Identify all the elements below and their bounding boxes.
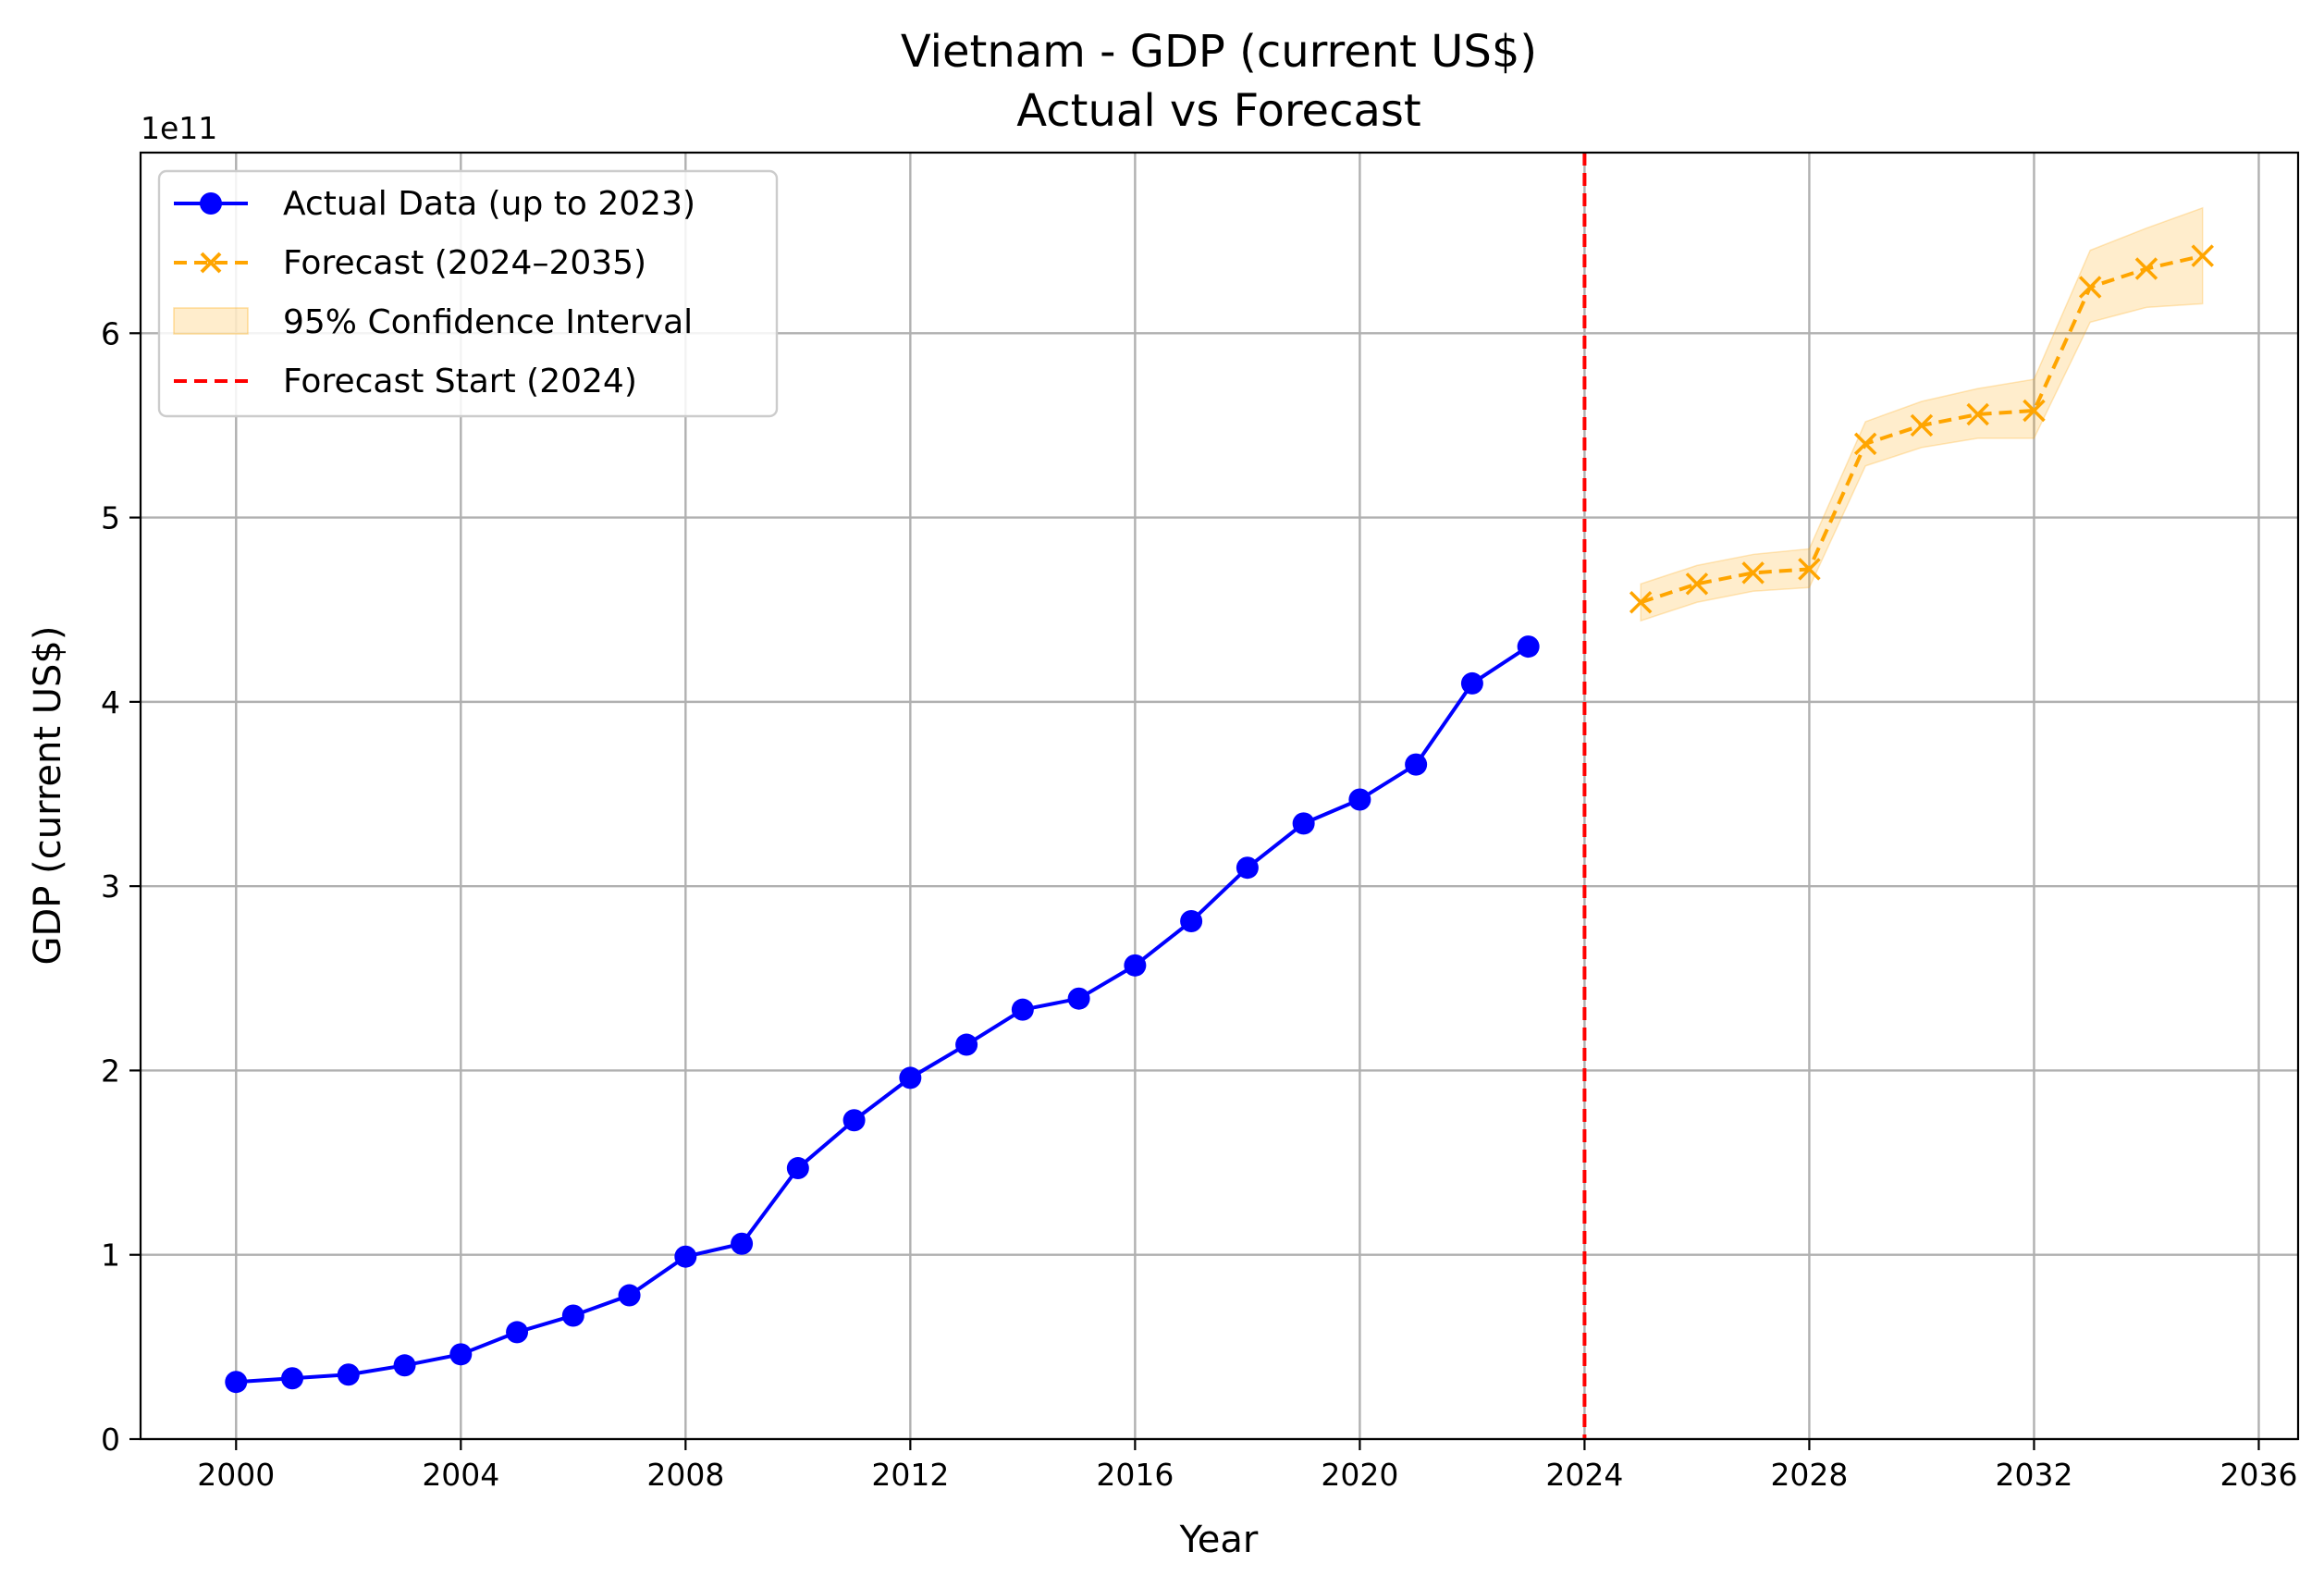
actual-data-line	[236, 645, 1530, 1385]
series-layer	[225, 244, 2214, 1394]
actual-data-point	[506, 1321, 529, 1344]
actual-data-point	[618, 1284, 641, 1307]
y-tick-label: 1	[101, 1237, 120, 1274]
actual-data-point	[1067, 987, 1090, 1010]
legend-actual-label: Actual Data (up to 2023)	[283, 185, 695, 223]
x-tick-label: 2004	[422, 1457, 499, 1493]
forecast-data-point	[2078, 276, 2102, 299]
legend-confidence-swatch	[173, 307, 249, 335]
actual-data-point	[1292, 812, 1315, 835]
legend-item-confidence: 95% Confidence Interval	[173, 303, 693, 341]
x-tick-label: 2028	[1770, 1457, 1848, 1493]
actual-data-point	[674, 1245, 697, 1268]
x-tick-label: 2008	[646, 1457, 724, 1493]
plot-frame	[139, 151, 2300, 1441]
actual-data-point	[393, 1354, 416, 1377]
x-axis-label: Year	[1179, 1519, 1259, 1561]
x-tick-label: 2032	[1995, 1457, 2072, 1493]
actual-data-point	[561, 1304, 584, 1327]
actual-data-point	[1460, 671, 1483, 695]
legend-actual-marker	[200, 192, 222, 215]
forecast-data-point	[1629, 591, 1653, 614]
x-tick-label: 2016	[1096, 1457, 1174, 1493]
actual-data-point	[449, 1343, 473, 1366]
legend: Actual Data (up to 2023) Forecast (2024–…	[157, 169, 779, 418]
actual-data-point	[1405, 753, 1428, 776]
y-tick-label: 5	[101, 500, 120, 536]
forecast-data-point	[1853, 432, 1877, 456]
y-offset-label: 1e11	[141, 110, 217, 146]
actual-data-point	[955, 1033, 978, 1056]
y-tick-label: 0	[101, 1422, 120, 1458]
forecast-data-point	[1910, 413, 1934, 437]
actual-data-point	[1180, 910, 1203, 933]
actual-data-point	[337, 1363, 360, 1386]
forecast-data-point	[2134, 257, 2158, 280]
actual-data-point	[1124, 954, 1147, 977]
y-axis-label: GDP (current US$)	[27, 626, 69, 966]
actual-data-point	[1517, 635, 1540, 659]
y-tick-label: 4	[101, 684, 120, 720]
forecast-data-point	[1966, 402, 1989, 426]
x-tick-label: 2020	[1321, 1457, 1398, 1493]
confidence-band-layer	[1640, 206, 2204, 622]
actual-data-point	[899, 1066, 922, 1089]
y-axis: 0 1 2 3 4 5 6	[101, 315, 141, 1458]
actual-data-point	[842, 1109, 866, 1132]
x-tick-label: 2000	[197, 1457, 275, 1493]
x-tick-label: 2012	[871, 1457, 949, 1493]
actual-data-point	[786, 1157, 809, 1180]
x-tick-label: 2036	[2219, 1457, 2297, 1493]
actual-data-point	[281, 1367, 304, 1390]
legend-item-forecast-start: Forecast Start (2024)	[174, 363, 637, 400]
legend-confidence-label: 95% Confidence Interval	[283, 303, 693, 341]
forecast-data-point	[1685, 572, 1709, 596]
y-tick-label: 6	[101, 315, 120, 351]
x-tick-label: 2024	[1545, 1457, 1623, 1493]
forecast-data-point	[1798, 558, 1821, 581]
legend-item-forecast: Forecast (2024–2035)	[174, 244, 646, 282]
legend-item-actual: Actual Data (up to 2023)	[174, 185, 695, 223]
chart-title: Vietnam - GDP (current US$)	[901, 26, 1537, 78]
actual-data-point	[731, 1232, 754, 1255]
forecast-data-point	[2023, 399, 2046, 423]
forecast-data-point	[2191, 244, 2214, 267]
forecast-data-point	[1741, 561, 1765, 585]
legend-box	[157, 169, 779, 418]
legend-forecast-start-label: Forecast Start (2024)	[283, 363, 637, 400]
actual-data-point	[1011, 998, 1034, 1021]
legend-forecast-label: Forecast (2024–2035)	[283, 244, 646, 282]
confidence-band	[1640, 206, 2204, 622]
chart-subtitle: Actual vs Forecast	[1016, 85, 1420, 137]
y-tick-label: 2	[101, 1053, 120, 1089]
x-axis: 2000 2004 2008 2012 2016 2020 2024 2028 2032 2036	[197, 1439, 2297, 1493]
actual-data-point	[225, 1371, 248, 1394]
legend-forecast-marker	[200, 252, 222, 274]
actual-data-point	[1236, 856, 1259, 880]
actual-data-point	[1348, 788, 1371, 811]
y-tick-label: 3	[101, 868, 120, 905]
